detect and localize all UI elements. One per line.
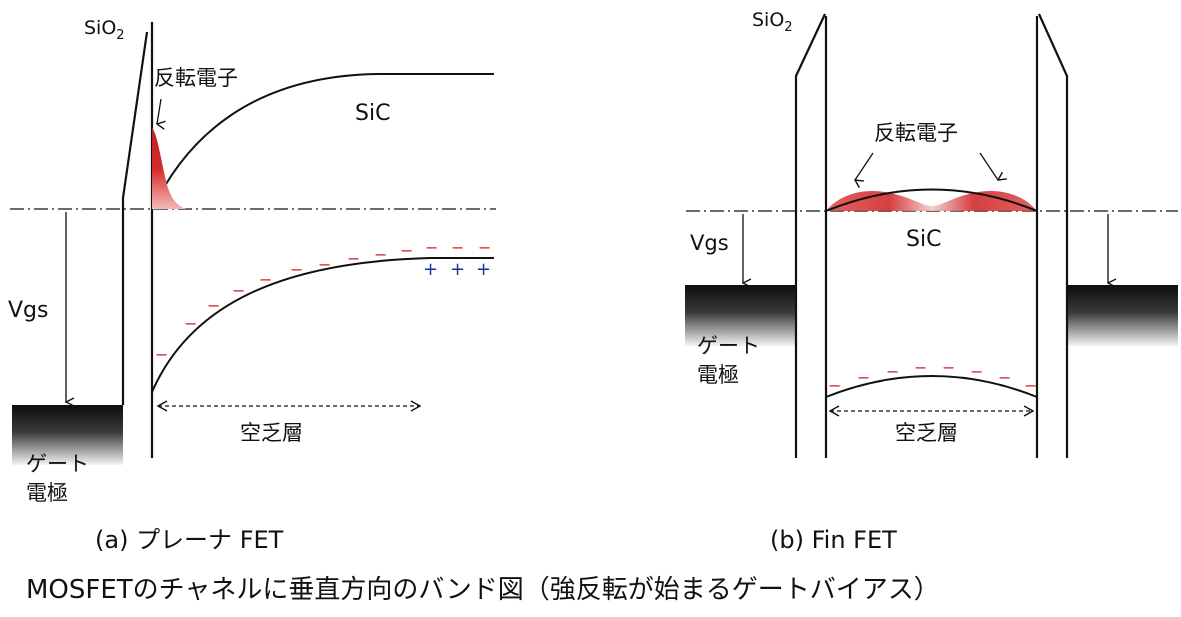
valence-band-a — [151, 257, 494, 393]
conduction-band-b — [825, 188, 1038, 212]
valence-band-b — [825, 375, 1038, 398]
neg-charge: − — [232, 281, 245, 300]
gate-electrode-b-left — [685, 285, 795, 346]
gate-label-a-line2: 電極 — [26, 481, 68, 505]
gate-electrode-a — [12, 405, 123, 465]
depletion-label-a: 空乏層 — [240, 421, 303, 445]
neg-charge: − — [259, 270, 272, 289]
neg-charge: − — [400, 241, 413, 260]
neg-charge: − — [290, 260, 303, 279]
inversion-electrons-a — [152, 128, 186, 209]
neg-charge: − — [374, 245, 387, 264]
neg-charge: − — [451, 238, 464, 257]
gate-label-b-line1: ゲート — [697, 334, 760, 358]
gate-label-b-line2: 電極 — [697, 363, 739, 387]
neg-charge: − — [478, 238, 491, 257]
negative-charges-b: − − − − − − − − — [828, 358, 1037, 395]
neg-charge: − — [318, 255, 331, 274]
figure-title: MOSFETのチャネルに垂直方向のバンド図（強反転が始まるゲートバイアス） — [26, 575, 940, 605]
vgs-label-b: Vgs — [690, 231, 729, 255]
inversion-label-a: 反転電子 — [154, 66, 238, 90]
negative-charges-a: − − − − − − − − − − − − − — [155, 238, 491, 364]
neg-charge: − — [857, 368, 870, 387]
oxide-wall-b-left-outer — [794, 13, 826, 458]
neg-charge: − — [207, 296, 220, 315]
semiconductor-label-a: SiC — [355, 101, 390, 126]
depletion-label-b: 空乏層 — [895, 421, 958, 445]
semiconductor-label-b: SiC — [906, 227, 941, 252]
oxide-label-a: SiO2 — [84, 17, 125, 43]
panel-a-planar-fet: − − − − − − − − − − − − − + + + SiO2 反転電… — [8, 17, 496, 554]
panel-b-fin-fet: − − − − − − − − SiO2 反転電子 SiC Vgs ゲート 電極… — [685, 9, 1178, 554]
neg-charge: − — [970, 362, 983, 381]
neg-charge: − — [1024, 376, 1037, 395]
inversion-electrons-b — [826, 190, 1037, 211]
positive-charges-a: + + + — [423, 259, 491, 280]
pos-charge: + — [450, 259, 465, 280]
inversion-label-b: 反転電子 — [874, 121, 958, 145]
neg-charge: − — [914, 358, 927, 377]
inversion-arrow-b-left — [855, 152, 874, 180]
pos-charge: + — [476, 259, 491, 280]
neg-charge: − — [184, 314, 197, 333]
neg-charge: − — [347, 249, 360, 268]
vgs-label-a: Vgs — [8, 298, 48, 323]
conduction-band-a — [151, 73, 494, 211]
neg-charge: − — [828, 376, 841, 395]
caption-b: (b) Fin FET — [770, 526, 897, 554]
oxide-label-b: SiO2 — [752, 9, 793, 35]
pos-charge: + — [423, 259, 438, 280]
neg-charge: − — [886, 362, 899, 381]
neg-charge: − — [155, 345, 168, 364]
inversion-arrow-b-right — [979, 152, 998, 180]
neg-charge: − — [998, 368, 1011, 387]
inversion-arrow-a — [157, 98, 161, 124]
oxide-wall-b-right-outer — [1037, 13, 1069, 458]
oxide-wall-a-left — [121, 31, 149, 405]
neg-charge: − — [425, 238, 438, 257]
gate-label-a-line1: ゲート — [26, 452, 89, 476]
caption-a: (a) プレーナ FET — [95, 526, 284, 554]
neg-charge: − — [942, 358, 955, 377]
gate-electrode-b-right — [1067, 285, 1178, 346]
